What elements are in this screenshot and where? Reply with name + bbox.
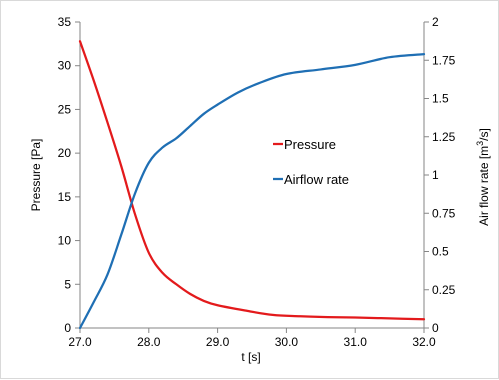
legend-label-pressure: Pressure [284,137,336,152]
y-tick-label: 30 [58,59,72,73]
y2-tick-label: 0.25 [432,283,456,297]
x-tick-label: 28.0 [137,335,161,349]
y-tick-label: 0 [64,321,71,335]
y-tick-label: 15 [58,190,72,204]
y2-tick-label: 1 [432,168,439,182]
series-lines [78,40,426,330]
x-tick-label: 32.0 [412,335,436,349]
y2-tick-label: 0 [432,321,439,335]
x-axis-label: t [s] [241,350,260,364]
y-axis-label: Pressure [Pa] [29,139,43,212]
y2-axis-label-exponent: 3 [475,141,485,146]
y-tick-label: 35 [58,15,72,29]
y2-tick-label: 0.5 [432,245,449,259]
y2-axis-label: Air flow rate [m3/s] [475,128,491,226]
y2-tick-label: 1.25 [432,130,456,144]
series-line-pressure [78,40,426,321]
y2-axis-label-prefix: Air flow rate [m [477,146,491,226]
x-tick-label: 30.0 [275,335,299,349]
legend: Pressure Airflow rate [273,137,349,187]
ticks: 27.0 28.0 29.0 30.0 31.0 32.00510152025303500… [58,15,456,349]
y-tick-label: 10 [58,234,72,248]
y2-tick-label: 1.75 [432,53,456,67]
y-tick-label: 25 [58,102,72,116]
axes [79,22,425,329]
x-tick-label: 31.0 [344,335,368,349]
y2-axis-label-suffix: /s] [477,128,491,141]
y-tick-label: 20 [58,146,72,160]
y-tick-label: 5 [64,277,71,291]
y2-tick-label: 2 [432,15,439,29]
y2-tick-label: 0.75 [432,206,456,220]
y2-tick-label: 1.5 [432,92,449,106]
legend-label-airflow-rate: Airflow rate [284,172,349,187]
x-tick-label: 29.0 [206,335,230,349]
series-line-airflow-rate [78,53,426,330]
x-tick-label: 27.0 [68,335,92,349]
